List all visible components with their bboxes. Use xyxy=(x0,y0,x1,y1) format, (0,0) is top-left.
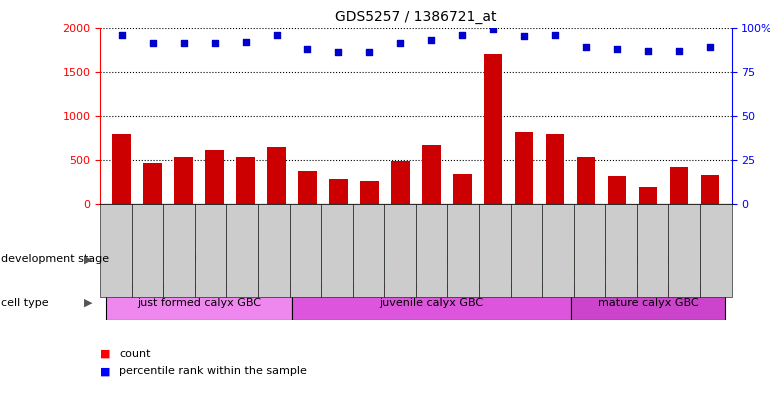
Text: juvenile calyx GBC: juvenile calyx GBC xyxy=(379,298,484,308)
Point xyxy=(209,40,221,46)
Text: postnatal day 3: postnatal day 3 xyxy=(156,254,243,264)
Text: mature calyx GBC: mature calyx GBC xyxy=(598,298,698,308)
Point xyxy=(425,37,437,43)
FancyBboxPatch shape xyxy=(292,285,571,320)
FancyBboxPatch shape xyxy=(106,285,292,320)
Point xyxy=(704,44,716,50)
Point xyxy=(333,49,345,55)
Bar xyxy=(143,163,162,204)
Bar xyxy=(670,167,688,204)
Text: just formed calyx GBC: just formed calyx GBC xyxy=(137,298,261,308)
Bar xyxy=(298,171,316,204)
FancyBboxPatch shape xyxy=(106,242,292,277)
FancyBboxPatch shape xyxy=(292,242,571,277)
Bar xyxy=(546,134,564,204)
Text: development stage: development stage xyxy=(1,254,109,264)
Point xyxy=(518,33,531,39)
Point xyxy=(673,47,685,53)
Bar xyxy=(577,158,595,204)
Text: postnatal day 21: postnatal day 21 xyxy=(601,254,695,264)
Point xyxy=(641,47,654,53)
Point xyxy=(146,40,159,46)
Bar xyxy=(267,147,286,204)
Bar xyxy=(174,156,193,204)
Point xyxy=(270,31,283,38)
Point xyxy=(611,46,623,52)
Bar xyxy=(638,187,658,204)
Bar xyxy=(236,156,255,204)
Bar xyxy=(608,176,626,204)
Point xyxy=(116,31,128,38)
Point xyxy=(394,40,407,46)
Point xyxy=(580,44,592,50)
Bar xyxy=(360,181,379,204)
Point xyxy=(178,40,190,46)
Text: ■: ■ xyxy=(100,349,111,359)
Text: count: count xyxy=(119,349,151,359)
Point xyxy=(487,26,499,32)
Text: postnatal day 8: postnatal day 8 xyxy=(388,254,475,264)
Bar xyxy=(329,179,348,204)
Text: ▶: ▶ xyxy=(84,298,93,308)
Bar xyxy=(206,149,224,204)
Text: percentile rank within the sample: percentile rank within the sample xyxy=(119,366,307,376)
Text: ▶: ▶ xyxy=(84,254,93,264)
Point xyxy=(301,46,313,52)
FancyBboxPatch shape xyxy=(571,242,725,277)
Bar xyxy=(484,54,503,204)
Point xyxy=(456,31,468,38)
Text: cell type: cell type xyxy=(1,298,49,308)
Point xyxy=(549,31,561,38)
Bar xyxy=(515,132,534,204)
Bar xyxy=(701,175,719,204)
Point xyxy=(239,39,252,45)
Bar xyxy=(422,145,440,204)
FancyBboxPatch shape xyxy=(571,285,725,320)
Bar xyxy=(391,161,410,204)
Text: ■: ■ xyxy=(100,366,111,376)
Point xyxy=(363,49,376,55)
Bar xyxy=(453,174,471,204)
Bar xyxy=(112,134,131,204)
Title: GDS5257 / 1386721_at: GDS5257 / 1386721_at xyxy=(335,10,497,24)
